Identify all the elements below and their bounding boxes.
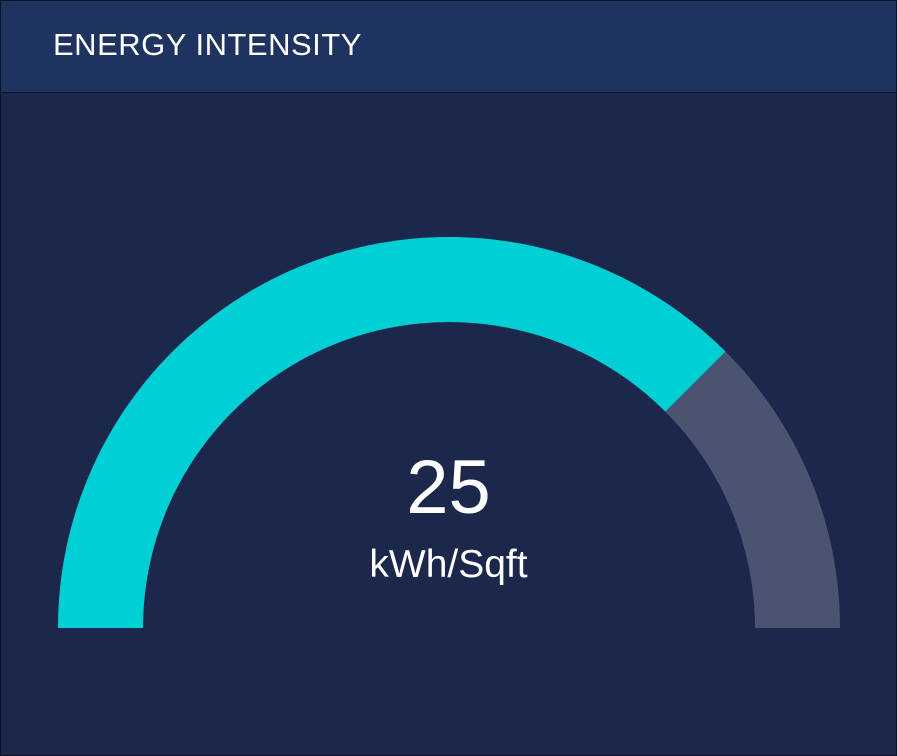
card-header: ENERGY INTENSITY [1,1,896,93]
card-title: ENERGY INTENSITY [53,27,362,62]
gauge-fill [58,237,726,628]
gauge-value: 25 [406,445,491,530]
gauge-unit: kWh/Sqft [369,543,528,586]
gauge [58,237,840,628]
